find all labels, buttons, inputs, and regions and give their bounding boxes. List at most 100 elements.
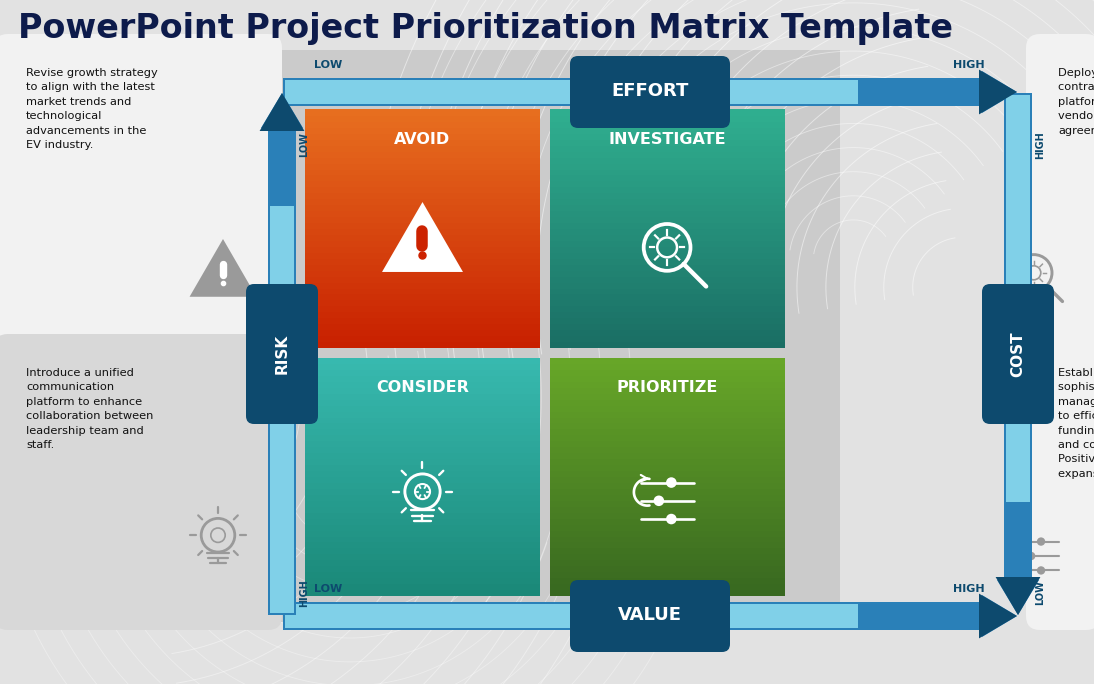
FancyBboxPatch shape <box>1026 334 1094 630</box>
Bar <box>550 554 785 560</box>
Bar <box>550 330 785 336</box>
Circle shape <box>1037 566 1045 575</box>
Text: Deploy an advanced
contract management
platform to streamline
vendor and partner: Deploy an advanced contract management p… <box>1058 68 1094 135</box>
Bar <box>550 235 785 241</box>
Bar <box>305 554 540 560</box>
Bar <box>550 140 785 146</box>
Bar <box>305 109 540 116</box>
Bar <box>305 169 540 176</box>
Bar <box>550 116 785 122</box>
Bar <box>305 524 540 531</box>
Bar <box>305 140 540 146</box>
Bar <box>305 506 540 513</box>
Bar <box>305 369 540 376</box>
FancyArrow shape <box>286 604 858 628</box>
FancyBboxPatch shape <box>0 34 282 346</box>
Bar <box>305 222 540 229</box>
Bar <box>305 193 540 199</box>
Bar <box>550 417 785 423</box>
Text: COST: COST <box>1011 331 1025 377</box>
Circle shape <box>666 514 676 525</box>
Bar <box>305 542 540 549</box>
Bar <box>305 187 540 194</box>
Bar <box>305 127 540 134</box>
Bar <box>305 376 540 382</box>
Polygon shape <box>189 239 256 297</box>
Bar <box>550 199 785 205</box>
Bar <box>305 145 540 152</box>
Bar <box>550 127 785 134</box>
Bar <box>305 548 540 554</box>
Bar <box>550 542 785 549</box>
Bar <box>305 488 540 495</box>
Bar <box>305 199 540 205</box>
Text: LOW: LOW <box>1035 581 1045 605</box>
FancyBboxPatch shape <box>0 334 282 630</box>
Bar <box>550 363 785 370</box>
Bar <box>550 187 785 194</box>
Bar <box>550 217 785 223</box>
FancyArrow shape <box>1006 95 1029 502</box>
Bar <box>550 524 785 531</box>
Bar <box>305 133 540 140</box>
Bar <box>305 306 540 313</box>
Text: HIGH: HIGH <box>953 60 985 70</box>
Polygon shape <box>382 202 463 272</box>
Bar <box>305 495 540 501</box>
Bar <box>550 506 785 513</box>
Text: PowerPoint Project Prioritization Matrix Template: PowerPoint Project Prioritization Matrix… <box>18 12 953 45</box>
Bar <box>550 477 785 483</box>
Text: INVESTIGATE: INVESTIGATE <box>608 132 726 147</box>
Bar <box>305 246 540 253</box>
Bar <box>550 133 785 140</box>
Bar <box>305 471 540 477</box>
Bar <box>550 318 785 324</box>
Bar <box>305 518 540 525</box>
Bar <box>305 121 540 128</box>
Text: VALUE: VALUE <box>618 606 682 624</box>
Bar <box>550 312 785 318</box>
Bar <box>305 259 540 265</box>
Bar <box>550 336 785 342</box>
Bar <box>550 530 785 536</box>
Bar <box>550 399 785 406</box>
Bar <box>550 228 785 235</box>
Bar <box>305 440 540 447</box>
FancyArrow shape <box>259 93 304 131</box>
Bar <box>550 282 785 289</box>
Bar <box>305 181 540 187</box>
Bar <box>305 429 540 435</box>
Bar <box>305 393 540 399</box>
Text: RISK: RISK <box>275 334 290 374</box>
Bar <box>550 459 785 465</box>
Bar <box>550 495 785 501</box>
Bar <box>550 163 785 170</box>
Text: HIGH: HIGH <box>299 579 309 607</box>
Bar <box>550 181 785 187</box>
Bar <box>550 500 785 507</box>
Bar <box>550 423 785 430</box>
Bar <box>305 288 540 294</box>
Bar <box>305 163 540 170</box>
Text: Introduce a unified
communication
platform to enhance
collaboration between
lead: Introduce a unified communication platfo… <box>26 368 153 450</box>
Bar <box>305 583 540 590</box>
Bar <box>305 411 540 417</box>
FancyArrow shape <box>997 93 1039 615</box>
Bar <box>305 363 540 370</box>
Bar <box>550 536 785 542</box>
Bar <box>550 572 785 578</box>
Bar <box>550 471 785 477</box>
Bar <box>305 405 540 412</box>
Bar <box>305 387 540 394</box>
Bar <box>305 578 540 584</box>
Bar <box>305 482 540 489</box>
Bar <box>305 341 540 348</box>
Bar <box>550 512 785 518</box>
FancyArrow shape <box>996 577 1040 615</box>
Bar <box>305 330 540 336</box>
Text: LOW: LOW <box>314 60 342 70</box>
FancyArrow shape <box>261 93 303 615</box>
Bar <box>550 376 785 382</box>
FancyArrow shape <box>979 594 1017 638</box>
Bar <box>550 453 785 459</box>
